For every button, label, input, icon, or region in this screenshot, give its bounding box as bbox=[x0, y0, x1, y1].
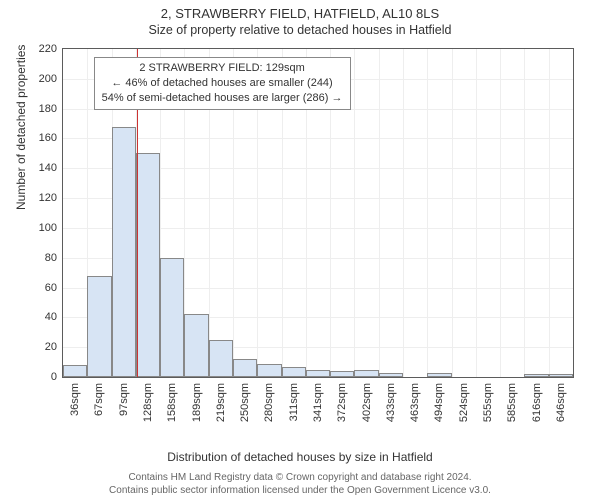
xtick-label: 341sqm bbox=[312, 383, 324, 422]
histogram-bar bbox=[549, 374, 573, 377]
histogram-bar bbox=[524, 374, 548, 377]
annotation-line: 2 STRAWBERRY FIELD: 129sqm bbox=[102, 61, 343, 76]
ytick-label: 120 bbox=[39, 192, 57, 204]
ytick-label: 40 bbox=[45, 311, 57, 323]
histogram-bar bbox=[427, 373, 451, 377]
xtick-label: 97sqm bbox=[118, 383, 130, 416]
xtick-label: 128sqm bbox=[142, 383, 154, 422]
gridline-v bbox=[524, 49, 525, 377]
histogram-bar bbox=[379, 373, 403, 377]
gridline-v bbox=[403, 49, 404, 377]
xtick-label: 36sqm bbox=[69, 383, 81, 416]
chart-container: 02040608010012014016018020022036sqm67sqm… bbox=[62, 48, 574, 378]
gridline-v bbox=[500, 49, 501, 377]
footer-attribution: Contains HM Land Registry data © Crown c… bbox=[0, 471, 600, 497]
ytick-label: 80 bbox=[45, 252, 57, 264]
xtick-label: 311sqm bbox=[288, 383, 300, 421]
footer-line-1: Contains HM Land Registry data © Crown c… bbox=[0, 471, 600, 484]
xtick-label: 494sqm bbox=[433, 383, 445, 422]
footer-line-2: Contains public sector information licen… bbox=[0, 484, 600, 497]
y-axis-label: Number of detached properties bbox=[14, 45, 28, 210]
ytick-label: 0 bbox=[51, 371, 57, 383]
xtick-label: 524sqm bbox=[458, 383, 470, 422]
chart-title-sub: Size of property relative to detached ho… bbox=[0, 21, 600, 37]
histogram-bar bbox=[63, 365, 87, 377]
histogram-bar bbox=[136, 153, 160, 377]
xtick-label: 67sqm bbox=[93, 383, 105, 416]
histogram-bar bbox=[160, 258, 184, 377]
xtick-label: 402sqm bbox=[361, 383, 373, 422]
histogram-bar bbox=[233, 359, 257, 377]
ytick-label: 160 bbox=[39, 132, 57, 144]
ytick-label: 140 bbox=[39, 162, 57, 174]
xtick-label: 372sqm bbox=[336, 383, 348, 422]
xtick-label: 189sqm bbox=[191, 383, 203, 422]
histogram-bar bbox=[282, 367, 306, 377]
chart-title-main: 2, STRAWBERRY FIELD, HATFIELD, AL10 8LS bbox=[0, 0, 600, 21]
histogram-bar bbox=[112, 127, 136, 377]
ytick-label: 220 bbox=[39, 43, 57, 55]
gridline-v bbox=[427, 49, 428, 377]
xtick-label: 555sqm bbox=[482, 383, 494, 422]
histogram-bar bbox=[257, 364, 281, 377]
gridline-v bbox=[476, 49, 477, 377]
histogram-bar bbox=[87, 276, 111, 377]
annotation-line: 54% of semi-detached houses are larger (… bbox=[102, 91, 343, 106]
gridline-v bbox=[379, 49, 380, 377]
gridline-v bbox=[452, 49, 453, 377]
xtick-label: 616sqm bbox=[531, 383, 543, 422]
annotation-line: ← 46% of detached houses are smaller (24… bbox=[102, 76, 343, 91]
x-axis-label: Distribution of detached houses by size … bbox=[0, 450, 600, 464]
histogram-bar bbox=[306, 370, 330, 377]
gridline-h bbox=[63, 138, 573, 139]
ytick-label: 200 bbox=[39, 73, 57, 85]
xtick-label: 585sqm bbox=[506, 383, 518, 422]
histogram-bar bbox=[209, 340, 233, 377]
gridline-v bbox=[354, 49, 355, 377]
xtick-label: 280sqm bbox=[263, 383, 275, 422]
histogram-bar bbox=[184, 314, 208, 377]
xtick-label: 250sqm bbox=[239, 383, 251, 422]
ytick-label: 100 bbox=[39, 222, 57, 234]
xtick-label: 646sqm bbox=[555, 383, 567, 422]
histogram-bar bbox=[354, 370, 378, 377]
plot-area: 02040608010012014016018020022036sqm67sqm… bbox=[62, 48, 574, 378]
xtick-label: 158sqm bbox=[166, 383, 178, 422]
annotation-box: 2 STRAWBERRY FIELD: 129sqm← 46% of detac… bbox=[94, 57, 351, 110]
gridline-v bbox=[549, 49, 550, 377]
ytick-label: 20 bbox=[45, 341, 57, 353]
xtick-label: 463sqm bbox=[409, 383, 421, 422]
ytick-label: 180 bbox=[39, 103, 57, 115]
xtick-label: 219sqm bbox=[215, 383, 227, 422]
xtick-label: 433sqm bbox=[385, 383, 397, 422]
ytick-label: 60 bbox=[45, 282, 57, 294]
histogram-bar bbox=[330, 371, 354, 377]
